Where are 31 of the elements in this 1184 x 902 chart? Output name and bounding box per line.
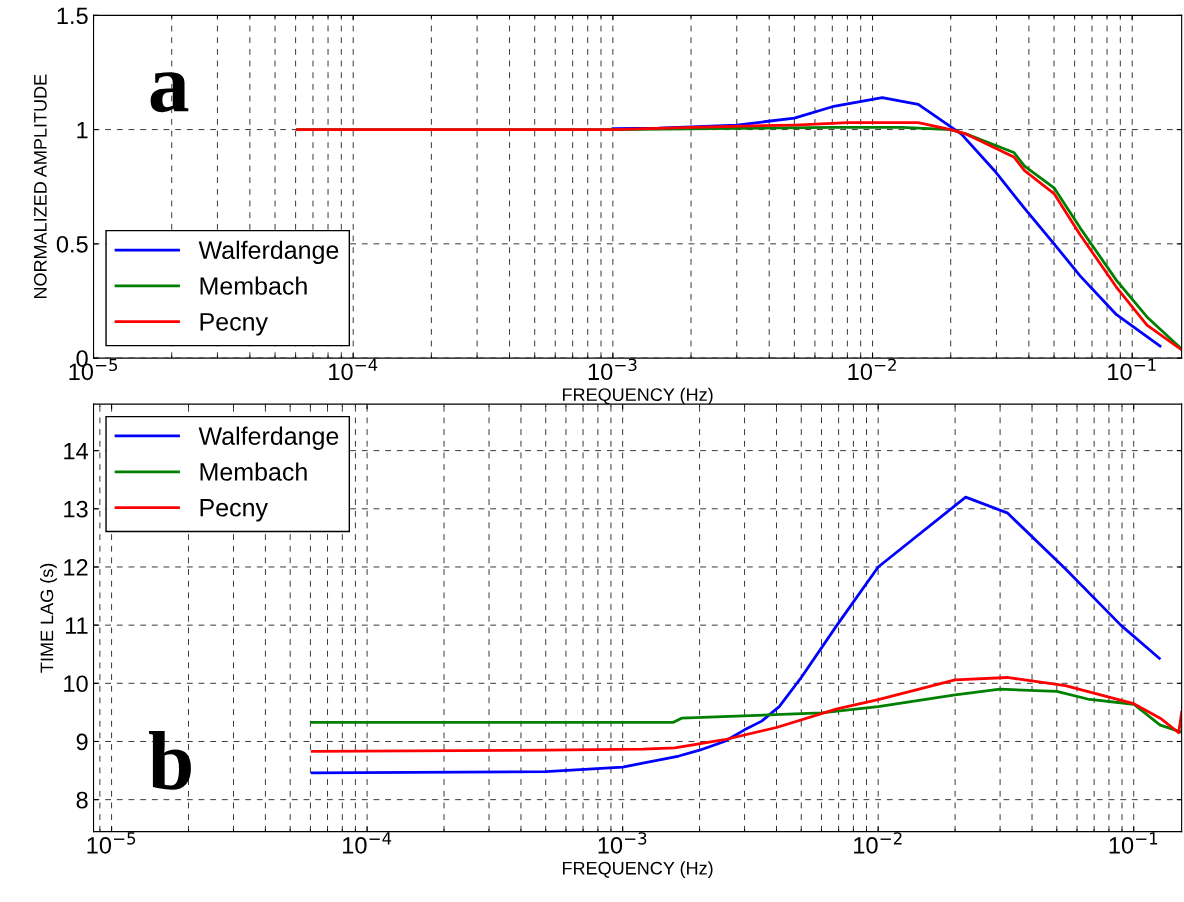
legend-label: Walferdange xyxy=(198,426,339,450)
x-tick-label: 10$^{−4}$ xyxy=(329,358,378,381)
y-tick-label: 9 xyxy=(76,733,88,751)
legend-label: Walferdange xyxy=(198,240,339,264)
legend-label: Pecny xyxy=(200,313,268,336)
y-tick-label: 12 xyxy=(64,559,88,576)
y-tick-label: 14 xyxy=(64,442,88,460)
y-tick-label: 11 xyxy=(65,617,88,634)
annotation: b xyxy=(149,731,191,790)
y-axis-title: NORMALIZED AMPLITUDE xyxy=(33,74,47,299)
x-tick-label: 10$^{−5}$ xyxy=(87,832,136,854)
legend-label: Membach xyxy=(200,276,307,295)
x-tick-label: 10$^{−2}$ xyxy=(854,832,902,854)
x-axis-title: FREQUENCY (Hz) xyxy=(562,861,713,879)
annotation: a xyxy=(150,72,189,113)
legend-label: Membach xyxy=(200,462,307,481)
x-tick-label: 10$^{−1}$ xyxy=(1109,832,1158,854)
y-tick-label: 8 xyxy=(76,791,88,809)
x-tick-label: 10$^{−3}$ xyxy=(588,358,637,381)
x-tick-label: 10$^{−4}$ xyxy=(343,832,392,854)
x-axis-title: FREQUENCY (Hz) xyxy=(562,387,713,405)
y-tick-label: 10 xyxy=(64,675,88,693)
y-axis-title: TIME LAG (s) xyxy=(40,563,57,673)
legend-label: Pecny xyxy=(200,499,268,522)
y-tick-label: 13 xyxy=(64,500,88,518)
x-tick-label: 10$^{−2}$ xyxy=(848,358,896,381)
y-tick-label: 1.5 xyxy=(57,7,88,25)
y-tick-label: 0.5 xyxy=(56,235,88,253)
x-tick-label: 10$^{−1}$ xyxy=(1108,358,1156,381)
y-tick-label: 1 xyxy=(77,121,88,139)
x-tick-label: 10$^{−3}$ xyxy=(598,832,647,854)
